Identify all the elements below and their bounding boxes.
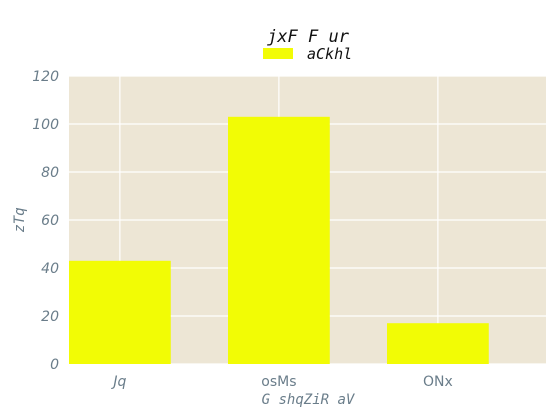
- legend-swatch: [263, 48, 293, 59]
- chart-title: jxF F ur: [267, 27, 350, 47]
- bar-osMs: [228, 116, 330, 364]
- y-tick-label-100: 100: [32, 117, 59, 133]
- bars: [69, 116, 489, 364]
- y-axis-label: zTq: [12, 207, 28, 232]
- x-tick-label-osMs: osMs: [261, 374, 296, 390]
- legend-label: aCkhl: [307, 45, 352, 63]
- bar-Jq: [69, 260, 171, 364]
- legend: aCkhl: [263, 45, 352, 63]
- x-tick-labels: Jq osMs ONx: [110, 374, 452, 390]
- y-tick-labels: 0 20 40 60 80 100 120: [32, 69, 59, 373]
- y-tick-label-20: 20: [41, 309, 59, 325]
- x-tick-label-Jq: Jq: [110, 374, 126, 390]
- y-tick-label-60: 60: [41, 213, 59, 229]
- y-tick-label-80: 80: [41, 165, 59, 181]
- bar-ONx: [387, 323, 489, 364]
- y-tick-label-120: 120: [32, 69, 59, 85]
- x-axis-label: G shqZiR aV: [262, 392, 356, 408]
- x-tick-label-ONx: ONx: [423, 374, 453, 390]
- y-tick-label-40: 40: [41, 261, 59, 277]
- y-tick-label-0: 0: [50, 357, 59, 373]
